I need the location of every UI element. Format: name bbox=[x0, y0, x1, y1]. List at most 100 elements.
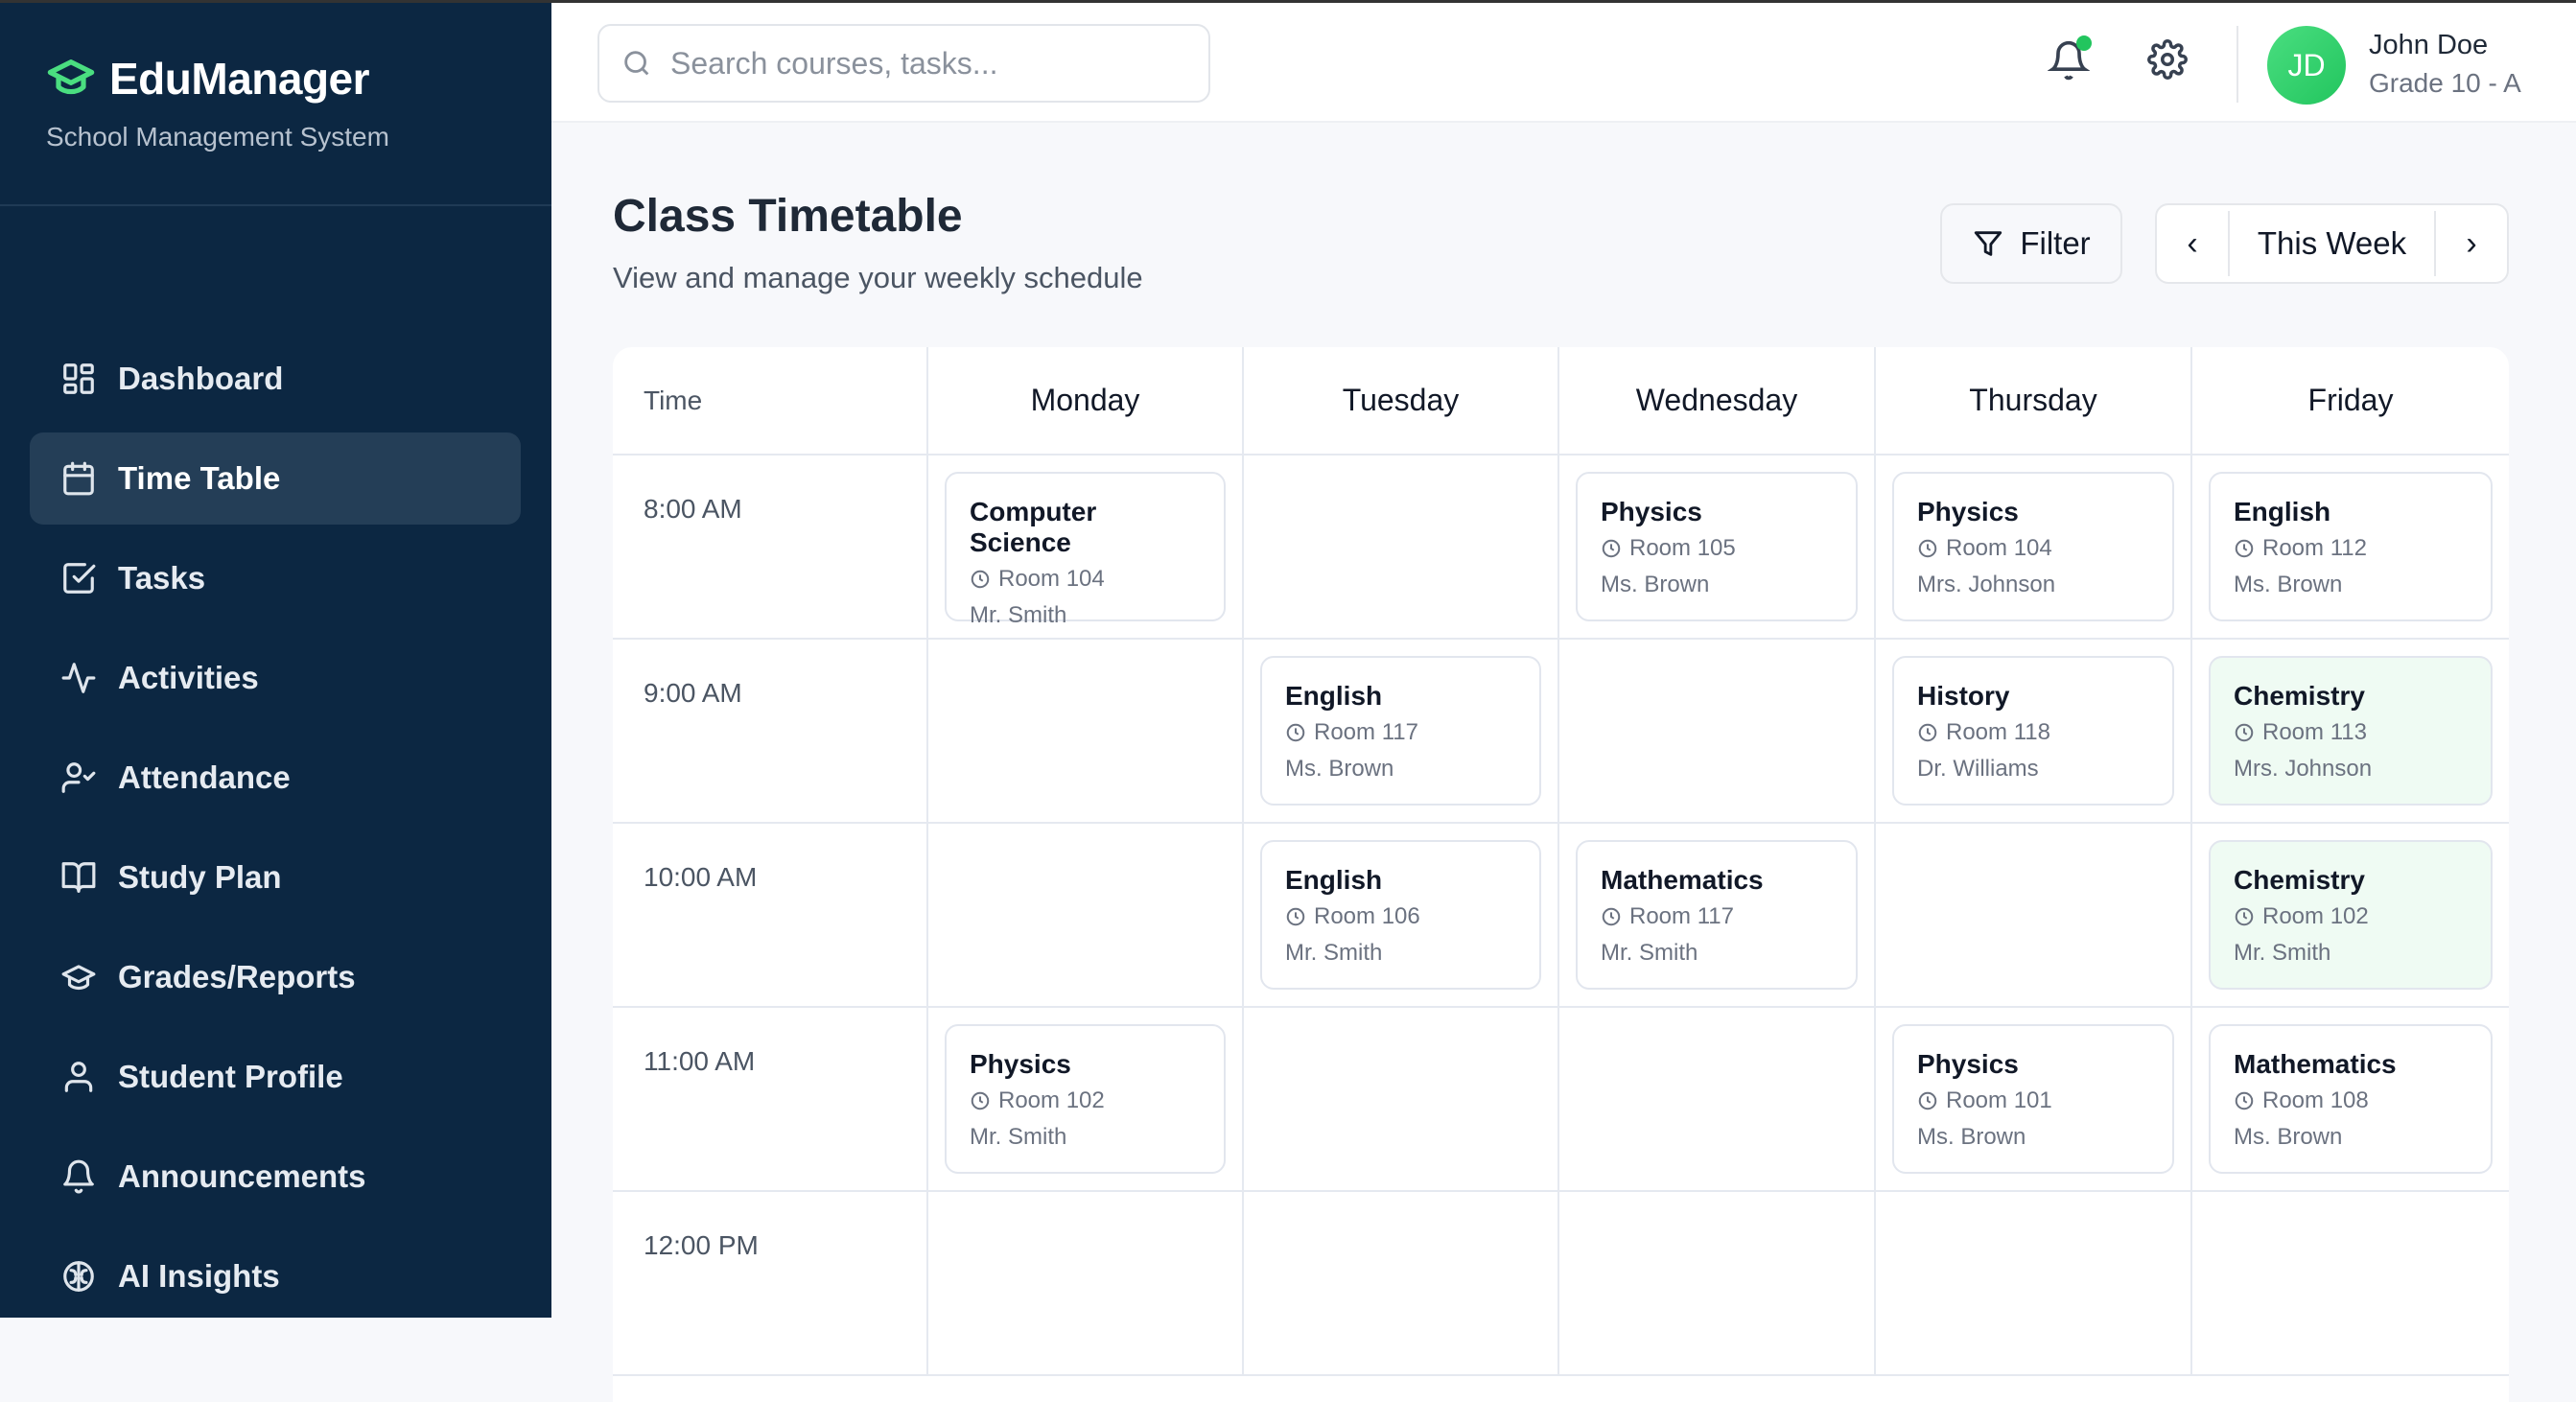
user-icon bbox=[64, 1062, 93, 1092]
schedule-cell[interactable]: English Room 117 Ms. Brown bbox=[1244, 640, 1559, 822]
class-teacher: Mr. Smith bbox=[1285, 940, 1383, 966]
schedule-cell[interactable]: Physics Room 102 Mr. Smith bbox=[928, 1008, 1244, 1190]
schedule-cell[interactable] bbox=[928, 640, 1244, 822]
brand-subtitle: School Management System bbox=[46, 122, 389, 152]
class-teacher: Mr. Smith bbox=[970, 602, 1067, 628]
user-grade: Grade 10 - A bbox=[2369, 68, 2521, 98]
room-label: Room 102 bbox=[998, 1087, 1105, 1113]
class-card[interactable]: Mathematics Room 117 Mr. Smith bbox=[1576, 840, 1858, 990]
sidebar-item-study-plan[interactable]: Study Plan bbox=[30, 831, 521, 923]
schedule-cell[interactable] bbox=[1559, 640, 1876, 822]
schedule-cell[interactable] bbox=[928, 824, 1244, 1006]
room-label: Room 105 bbox=[1629, 535, 1736, 561]
schedule-cell[interactable]: Computer Science Room 104 Mr. Smith bbox=[928, 456, 1244, 638]
search-placeholder: Search courses, tasks... bbox=[670, 45, 998, 81]
class-card[interactable]: Physics Room 105 Ms. Brown bbox=[1576, 472, 1858, 621]
activity-icon bbox=[61, 663, 96, 693]
schedule-cell[interactable] bbox=[1559, 1192, 1876, 1374]
sidebar-item-label: Activities bbox=[118, 660, 259, 695]
time-column-header: Time bbox=[613, 347, 928, 454]
sidebar-item-student-profile[interactable]: Student Profile bbox=[30, 1031, 521, 1123]
schedule-cell[interactable]: History Room 118 Dr. Williams bbox=[1876, 640, 2192, 822]
time-cell: 12:00 PM bbox=[613, 1192, 928, 1374]
sidebar-item-tasks[interactable]: Tasks bbox=[30, 532, 521, 624]
page-title: Class Timetable bbox=[613, 191, 963, 242]
sidebar-item-label: Announcements bbox=[118, 1158, 366, 1194]
class-subject: Mathematics bbox=[2234, 1049, 2397, 1079]
class-card[interactable]: Chemistry Room 113 Mrs. Johnson bbox=[2209, 656, 2493, 806]
class-room: Room 118 bbox=[1917, 719, 2149, 746]
schedule-cell[interactable] bbox=[928, 1192, 1244, 1374]
schedule-cell[interactable]: Chemistry Room 113 Mrs. Johnson bbox=[2192, 640, 2509, 822]
class-card[interactable]: Physics Room 102 Mr. Smith bbox=[945, 1024, 1226, 1174]
sidebar-item-label: Grades/Reports bbox=[118, 959, 356, 994]
class-card[interactable]: English Room 112 Ms. Brown bbox=[2209, 472, 2493, 621]
schedule-cell[interactable]: Physics Room 101 Ms. Brown bbox=[1876, 1008, 2192, 1190]
class-card[interactable]: English Room 106 Mr. Smith bbox=[1260, 840, 1541, 990]
class-card[interactable]: Mathematics Room 108 Ms. Brown bbox=[2209, 1024, 2493, 1174]
avatar[interactable]: JD bbox=[2267, 26, 2346, 105]
time-label: 8:00 AM bbox=[644, 494, 742, 524]
class-room: Room 117 bbox=[1601, 903, 1833, 930]
room-label: Room 117 bbox=[1314, 719, 1418, 745]
time-label: 10:00 AM bbox=[644, 862, 758, 892]
graduation-cap-icon bbox=[47, 59, 95, 95]
sidebar-item-activities[interactable]: Activities bbox=[30, 632, 521, 724]
schedule-cell[interactable]: Physics Room 105 Ms. Brown bbox=[1559, 456, 1876, 638]
book-icon bbox=[61, 862, 96, 893]
sidebar-item-label: Tasks bbox=[118, 560, 206, 596]
class-teacher: Ms. Brown bbox=[2234, 572, 2343, 597]
room-label: Room 113 bbox=[2262, 719, 2367, 745]
calendar-icon bbox=[63, 461, 94, 496]
table-row: 11:00 AM Physics Room 102 Mr. Smith Physics R… bbox=[613, 1008, 2509, 1192]
brand-logo[interactable]: EduManager bbox=[46, 53, 370, 105]
checkbox-icon bbox=[63, 563, 96, 594]
gear-icon bbox=[2147, 39, 2188, 80]
room-label: Room 101 bbox=[1946, 1087, 2052, 1113]
class-card[interactable]: Physics Room 104 Mrs. Johnson bbox=[1892, 472, 2174, 621]
class-teacher: Ms. Brown bbox=[1917, 1124, 2026, 1150]
class-teacher: Ms. Brown bbox=[2234, 1124, 2343, 1150]
schedule-cell[interactable]: Chemistry Room 102 Mr. Smith bbox=[2192, 824, 2509, 1006]
class-card[interactable]: English Room 117 Ms. Brown bbox=[1260, 656, 1541, 806]
settings-button[interactable] bbox=[2147, 39, 2193, 85]
schedule-cell[interactable]: English Room 112 Ms. Brown bbox=[2192, 456, 2509, 638]
schedule-cell[interactable] bbox=[1876, 824, 2192, 1006]
notifications-button[interactable] bbox=[2047, 35, 2094, 85]
sidebar-item-dashboard[interactable]: Dashboard bbox=[30, 333, 521, 425]
schedule-cell[interactable] bbox=[1244, 1192, 1559, 1374]
week-label[interactable]: This Week bbox=[2228, 211, 2436, 276]
sidebar-item-time-table[interactable]: Time Table bbox=[30, 432, 521, 525]
search-input[interactable]: Search courses, tasks... bbox=[597, 24, 1210, 103]
schedule-cell[interactable] bbox=[1244, 1008, 1559, 1190]
class-card[interactable]: Physics Room 101 Ms. Brown bbox=[1892, 1024, 2174, 1174]
schedule-cell[interactable]: Mathematics Room 117 Mr. Smith bbox=[1559, 824, 1876, 1006]
sidebar-item-announcements[interactable]: Announcements bbox=[30, 1131, 521, 1223]
filter-button[interactable]: Filter bbox=[1940, 203, 2122, 284]
sidebar-item-label: AI Insights bbox=[118, 1258, 280, 1294]
schedule-cell[interactable] bbox=[2192, 1192, 2509, 1374]
time-cell: 11:00 AM bbox=[613, 1008, 928, 1190]
schedule-cell[interactable]: English Room 106 Mr. Smith bbox=[1244, 824, 1559, 1006]
class-card[interactable]: Chemistry Room 102 Mr. Smith bbox=[2209, 840, 2493, 990]
timetable-grid: Time Monday Tuesday Wednesday Thursday Friday… bbox=[613, 347, 2509, 1402]
class-subject: History bbox=[1917, 681, 2010, 711]
user-name: John Doe bbox=[2369, 30, 2489, 60]
room-label: Room 106 bbox=[1314, 903, 1420, 929]
schedule-cell[interactable]: Mathematics Room 108 Ms. Brown bbox=[2192, 1008, 2509, 1190]
schedule-cell[interactable]: Physics Room 104 Mrs. Johnson bbox=[1876, 456, 2192, 638]
sidebar-item-ai-insights[interactable]: AI Insights bbox=[30, 1230, 521, 1322]
schedule-cell[interactable] bbox=[1244, 456, 1559, 638]
class-teacher: Mrs. Johnson bbox=[2234, 756, 2373, 782]
class-card[interactable]: History Room 118 Dr. Williams bbox=[1892, 656, 2174, 806]
class-card[interactable]: Computer Science Room 104 Mr. Smith bbox=[945, 472, 1226, 628]
schedule-cell[interactable] bbox=[1559, 1008, 1876, 1190]
clock-icon bbox=[1286, 907, 1305, 926]
time-label: 11:00 AM bbox=[644, 1046, 756, 1076]
sidebar-item-grades-reports[interactable]: Grades/Reports bbox=[30, 931, 521, 1023]
schedule-cell[interactable] bbox=[1876, 1192, 2192, 1374]
sidebar-item-attendance[interactable]: Attendance bbox=[30, 732, 521, 824]
clock-icon bbox=[1918, 723, 1937, 742]
next-week-button[interactable]: › bbox=[2436, 205, 2507, 282]
previous-week-button[interactable]: ‹ bbox=[2157, 205, 2228, 282]
